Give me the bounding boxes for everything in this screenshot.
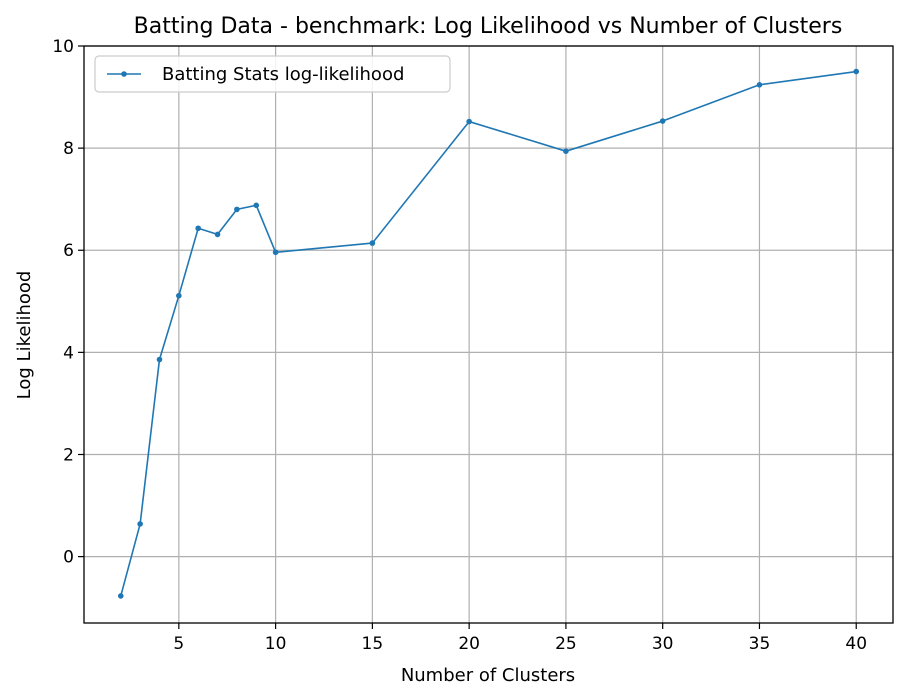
y-tick-label: 10 (52, 37, 74, 57)
data-point (137, 521, 143, 527)
grid (84, 45, 893, 623)
data-point (195, 225, 201, 232)
data-point (156, 356, 163, 363)
data-point (214, 231, 221, 238)
legend-label: Batting Stats log-likelihood (162, 64, 404, 85)
y-tick-label: 0 (63, 548, 74, 568)
legend-box (94, 55, 451, 93)
x-tick-label: 25 (555, 634, 577, 654)
x-tick-label: 30 (652, 634, 674, 654)
x-tick-label: 20 (458, 634, 480, 654)
x-tick-label: 40 (845, 634, 867, 654)
y-tick-label: 6 (63, 241, 74, 261)
data-point (756, 82, 763, 88)
y-axis-label: Log Likelihood (14, 271, 35, 400)
y-tick-label: 8 (63, 139, 74, 159)
data-point (466, 118, 472, 125)
data-point (117, 593, 124, 599)
data-point (272, 249, 279, 256)
data-point (563, 148, 569, 154)
legend: Batting Stats log-likelihood (94, 55, 451, 93)
data-point (659, 118, 666, 124)
series-layer (117, 68, 860, 599)
chart-title: Batting Data - benchmark: Log Likelihood… (134, 14, 843, 39)
x-tick-label: 5 (173, 634, 184, 654)
y-tick-label: 4 (63, 343, 74, 363)
x-tick-label: 35 (749, 634, 771, 654)
data-point (176, 292, 182, 299)
x-tick-label: 15 (362, 634, 384, 654)
x-tick-label: 10 (265, 634, 287, 654)
legend-marker-swatch (121, 71, 127, 77)
data-point (369, 240, 376, 246)
plot-area-frame (83, 45, 894, 624)
x-axis-label: Number of Clusters (401, 665, 575, 686)
y-tick-label: 2 (63, 445, 74, 465)
data-point (853, 68, 860, 75)
data-point (234, 206, 240, 213)
axis-ticks: 5 10 15 20 25 30 35 40 0 2 4 6 8 10 (52, 37, 867, 654)
data-point (253, 202, 260, 209)
series-line (119, 70, 857, 597)
